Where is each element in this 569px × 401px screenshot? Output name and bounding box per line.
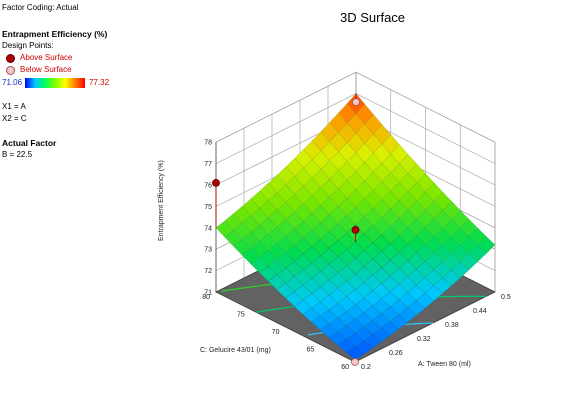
surface-patch [346, 133, 365, 153]
surface-patch [407, 252, 426, 270]
legend-above: Above Surface [2, 52, 152, 64]
y-tick-label: 75 [237, 312, 245, 319]
x-axis-label: A: Tween 80 (ml) [418, 361, 471, 368]
surface-patch [363, 274, 382, 291]
x1-mapping: X1 = A [2, 102, 26, 111]
below-surface-dot-icon [6, 65, 15, 75]
surface-patch [320, 294, 339, 310]
response-title: Entrapment Efficiency (%) [2, 29, 108, 39]
z-tick-label: 74 [204, 225, 212, 232]
above-surface-dot-icon [6, 53, 15, 63]
z-tick-label: 72 [204, 268, 212, 275]
surface-patch [345, 346, 365, 361]
surface-patch [267, 274, 286, 291]
legend-panel: Factor Coding: Actual Entrapment Efficie… [2, 2, 152, 161]
legend-above-label: Above Surface [20, 53, 73, 62]
surface-patch [354, 326, 373, 341]
surface-patch [311, 301, 330, 317]
x-tick-label: 0.38 [445, 322, 459, 329]
surface-patch [302, 246, 321, 264]
surface-patch [302, 307, 321, 323]
x2-mapping: X2 = C [2, 114, 27, 123]
surface-patch [276, 202, 295, 220]
surface-patch [319, 323, 339, 338]
surface-patch [328, 302, 347, 318]
surface-patch [372, 283, 391, 300]
y-tick-label: 70 [272, 329, 280, 336]
surface-patch [433, 277, 452, 294]
factor-coding: Factor Coding: Actual [2, 3, 79, 12]
z-tick-label: 73 [204, 247, 212, 254]
x-tick-label: 0.32 [417, 336, 431, 343]
surface-patch [407, 284, 426, 301]
x-tick-label: 0.26 [389, 350, 403, 357]
surface-patch [373, 143, 391, 164]
x-tick-label: 0.2 [361, 364, 371, 371]
surface-patch [277, 166, 295, 185]
surface-patch [268, 243, 286, 260]
y-tick-label: 60 [341, 364, 349, 371]
y-axis-label: C: Gelucire 43/01 (mg) [200, 347, 271, 354]
surface-patch [398, 307, 417, 323]
surface-patch [242, 198, 260, 216]
design-point-below [352, 98, 360, 107]
design-point-above [351, 226, 360, 234]
chart-title: 3D Surface [340, 10, 406, 25]
surface-patch [381, 259, 400, 277]
surface-patch [364, 225, 382, 243]
surface-patch [259, 265, 278, 282]
x-tick-label: 0.5 [501, 294, 511, 301]
y-tick-label: 80 [202, 294, 210, 301]
z-tick-label: 77 [204, 161, 212, 168]
surface-patch [389, 314, 408, 330]
y-tick-label: 65 [306, 347, 314, 354]
design-point-above [212, 178, 220, 187]
surface-patch [459, 253, 478, 271]
surface-patch [425, 236, 443, 254]
surface-patch [250, 190, 269, 209]
surface-patch [215, 220, 234, 238]
color-scale: 71.06 77.32 [2, 76, 152, 89]
actual-factor-title: Actual Factor [2, 138, 57, 148]
z-tick-label: 71 [204, 290, 212, 297]
surface-patch [233, 239, 252, 256]
z-tick-label: 75 [204, 204, 212, 211]
surface-patch [354, 297, 374, 313]
legend-below: Below Surface [2, 64, 152, 76]
z-tick-label: 76 [204, 183, 212, 190]
surface-patch [424, 252, 443, 270]
scale-max: 77.32 [89, 77, 110, 87]
actual-factor-value: B = 22.5 [2, 150, 33, 159]
z-axis-label: Entrapment Efficiency (%) [158, 160, 165, 241]
surface-patch [459, 236, 478, 254]
color-scale-bar [25, 77, 86, 88]
surface-patch [442, 218, 461, 237]
surface-patch [355, 162, 374, 182]
z-tick-label: 78 [204, 140, 212, 147]
design-point-below [351, 358, 359, 366]
design-points-label: Design Points: [2, 41, 54, 50]
legend-below-label: Below Surface [20, 65, 72, 74]
surface-patch [233, 222, 252, 240]
x-tick-label: 0.44 [473, 308, 487, 315]
surface-patch [354, 312, 373, 328]
scale-min: 71.06 [2, 77, 23, 87]
